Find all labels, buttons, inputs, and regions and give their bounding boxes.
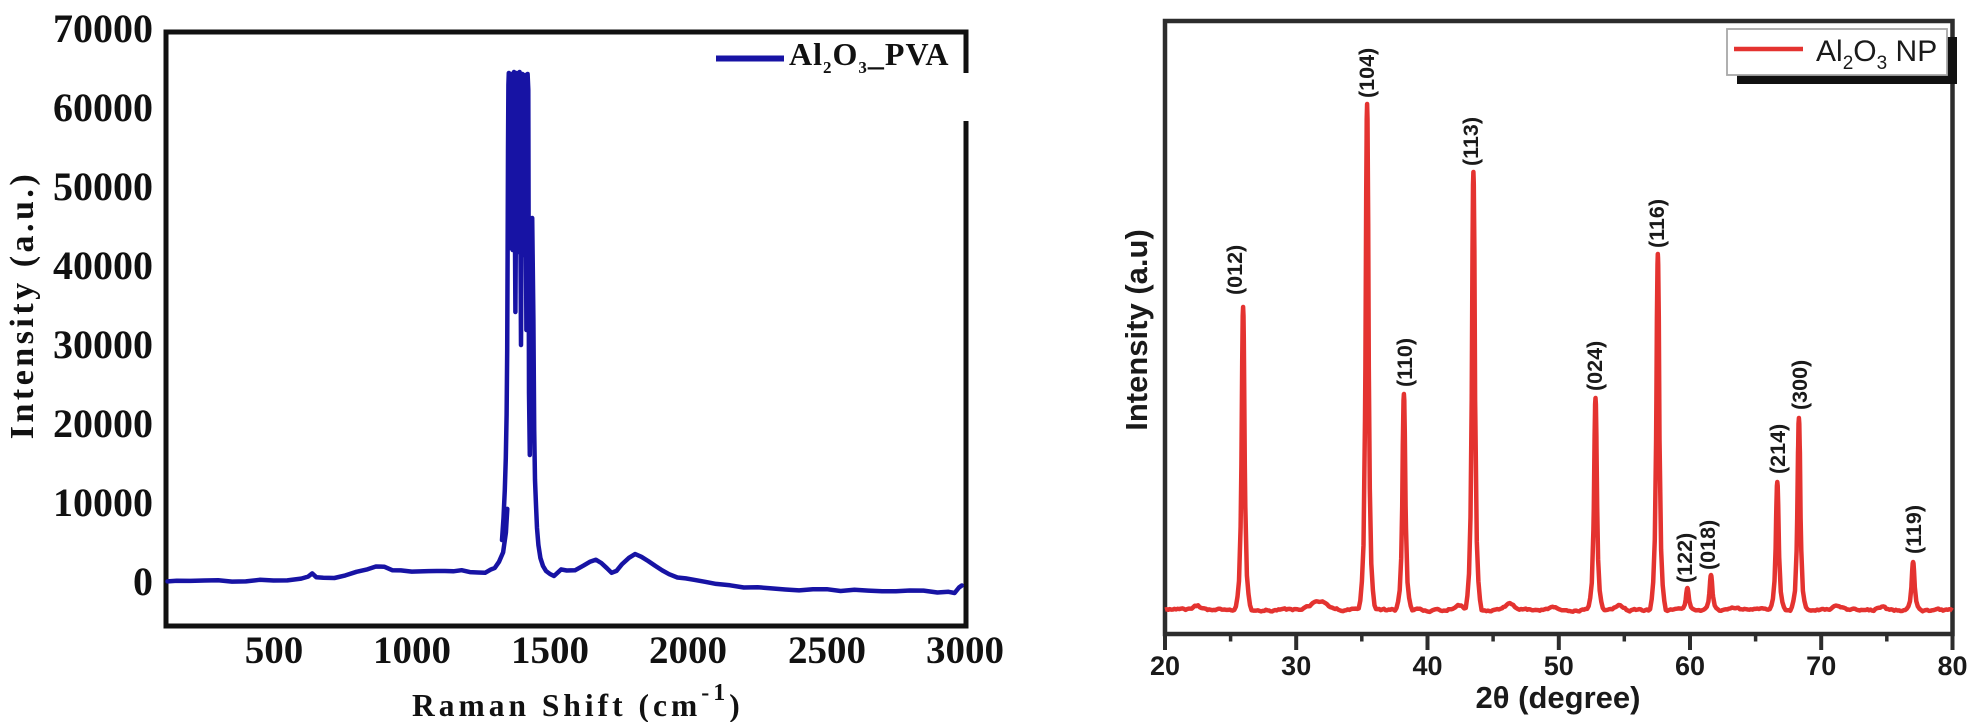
svg-text:(104): (104) [1355,48,1379,98]
svg-text:40000: 40000 [53,243,153,288]
svg-text:3000: 3000 [926,629,1004,672]
svg-text:40: 40 [1412,651,1442,681]
svg-text:(122): (122) [1673,533,1697,583]
svg-text:(300): (300) [1788,360,1812,410]
svg-text:(113): (113) [1459,117,1483,166]
svg-text:Intensity (a.u): Intensity (a.u) [1119,229,1154,431]
svg-text:1000: 1000 [373,629,451,672]
svg-text:(110): (110) [1393,338,1417,387]
svg-text:30000: 30000 [53,322,153,367]
svg-text:2θ (degree): 2θ (degree) [1476,680,1641,715]
svg-text:2000: 2000 [649,629,727,672]
svg-text:70: 70 [1806,651,1836,681]
svg-text:50000: 50000 [53,164,153,209]
svg-text:Al2O3_PVA: Al2O3_PVA [789,36,950,77]
svg-text:1500: 1500 [511,629,589,672]
svg-text:0: 0 [133,559,153,604]
svg-text:(018): (018) [1696,520,1720,570]
svg-text:(119): (119) [1902,505,1926,554]
svg-text:60000: 60000 [53,85,153,130]
svg-text:20: 20 [1150,651,1180,681]
svg-text:50: 50 [1544,651,1574,681]
svg-text:(214): (214) [1766,424,1790,474]
svg-text:60: 60 [1675,651,1705,681]
svg-text:2500: 2500 [788,629,866,672]
svg-text:Al2O3 NP: Al2O3 NP [1816,35,1937,74]
svg-text:(024): (024) [1583,341,1607,391]
svg-text:(012): (012) [1223,245,1247,295]
svg-text:(116): (116) [1645,199,1669,248]
svg-text:10000: 10000 [53,480,153,525]
svg-text:Intensity (a.u.): Intensity (a.u.) [4,171,41,440]
svg-text:80: 80 [1937,651,1967,681]
svg-text:70000: 70000 [53,6,153,51]
svg-text:500: 500 [245,629,304,672]
svg-text:30: 30 [1281,651,1311,681]
svg-text:20000: 20000 [53,401,153,446]
